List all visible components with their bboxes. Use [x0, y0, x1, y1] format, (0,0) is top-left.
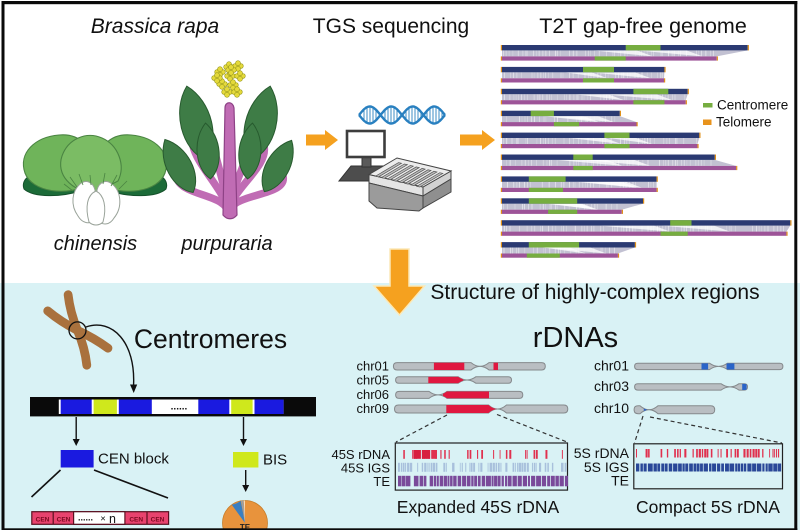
svg-text:rDNAs: rDNAs — [533, 322, 618, 354]
svg-text:TE: TE — [240, 523, 251, 530]
svg-text:T2T gap-free genome: T2T gap-free genome — [539, 14, 747, 38]
svg-text:45S IGS: 45S IGS — [341, 461, 390, 476]
svg-text:n: n — [109, 512, 116, 526]
svg-text:chinensis: chinensis — [54, 233, 137, 255]
svg-text:chr10: chr10 — [594, 400, 629, 416]
svg-text:5S rDNA: 5S rDNA — [574, 445, 630, 461]
svg-text:×: × — [100, 514, 106, 525]
svg-text:Telomere: Telomere — [716, 115, 772, 130]
svg-text:Expanded 45S rDNA: Expanded 45S rDNA — [397, 497, 560, 517]
svg-text:CEN block: CEN block — [98, 451, 169, 468]
svg-text:TE: TE — [373, 474, 390, 489]
svg-text:purpuraria: purpuraria — [180, 233, 272, 255]
svg-text:......: ...... — [78, 513, 93, 523]
svg-text:45S rDNA: 45S rDNA — [331, 447, 390, 462]
svg-text:Centromere: Centromere — [717, 98, 788, 113]
svg-text:Compact 5S rDNA: Compact 5S rDNA — [636, 497, 780, 517]
svg-text:chr03: chr03 — [594, 378, 629, 394]
svg-text:5S IGS: 5S IGS — [584, 459, 629, 475]
svg-text:TGS sequencing: TGS sequencing — [313, 15, 469, 38]
svg-text:chr01: chr01 — [356, 359, 389, 374]
svg-text:CEN: CEN — [57, 516, 71, 523]
svg-text:TE: TE — [611, 473, 629, 489]
svg-text:Centromeres: Centromeres — [134, 324, 287, 354]
svg-text:chr01: chr01 — [594, 358, 629, 374]
svg-text:BIS: BIS — [263, 452, 287, 469]
svg-text:CEN: CEN — [151, 516, 165, 523]
svg-text:CEN: CEN — [129, 516, 143, 523]
svg-text:chr06: chr06 — [356, 387, 389, 402]
svg-text:chr05: chr05 — [356, 373, 389, 388]
svg-text:......: ...... — [171, 402, 188, 413]
svg-text:CEN: CEN — [36, 516, 50, 523]
svg-text:chr09: chr09 — [356, 401, 389, 416]
svg-text:Structure of highly-complex re: Structure of highly-complex regions — [430, 281, 759, 304]
svg-text:Brassica rapa: Brassica rapa — [91, 15, 219, 38]
